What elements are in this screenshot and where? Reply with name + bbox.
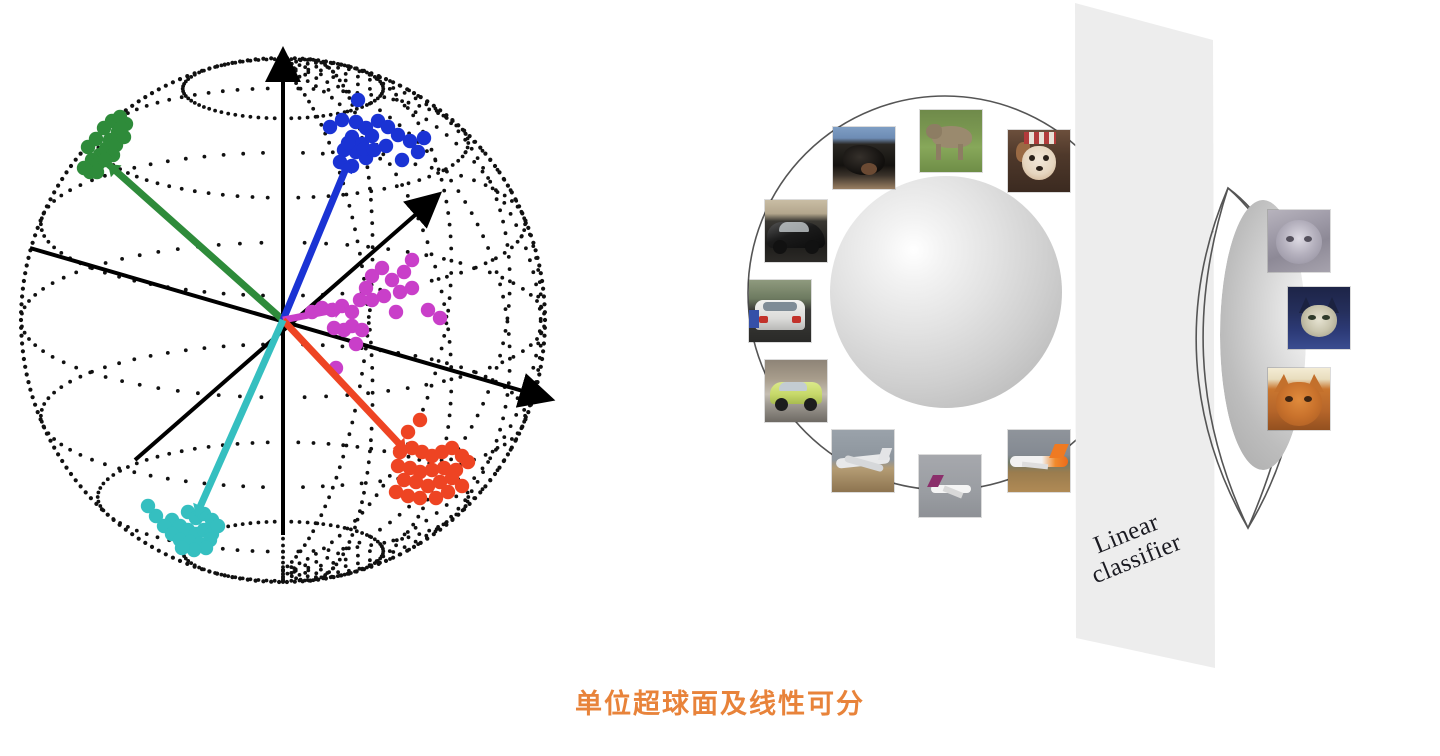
thumb-dog-jack-part-hat [1024,132,1056,144]
thumb-dog-jack-part-e1 [1029,155,1035,161]
unit-sphere-3d [830,176,1062,408]
thumb-car-white-part-gl [763,302,797,311]
points-class-cyan [140,498,226,558]
thumb-car-white-part-tr [792,316,801,323]
class-point-clusters [76,92,476,558]
unit-hypersphere-diagram [0,0,600,640]
vector-class-red [280,317,409,454]
thumb-plane-orange-part-tail [1049,444,1069,458]
thumb-dog-jack-part-f [1022,146,1056,180]
arrowhead-class-red [392,437,406,451]
cat-lens-inner-arc [1195,187,1249,529]
thumb-car-black-part-gl [779,222,809,232]
thumb-plane-orange [1008,430,1070,492]
thumb-plane-orange-part-fus [1010,456,1068,467]
linear-classifier-plane [1075,3,1215,668]
thumb-cat-gray-part-e1 [1286,236,1294,242]
thumb-cat-orange-part-e1 [1285,396,1293,402]
thumb-cat-orange [1268,368,1330,430]
vector-class-green [105,161,286,323]
sphere-linear-classifier-diagram: Linear classifier [700,0,1440,700]
thumb-car-green-part-gl [779,382,807,391]
thumb-dog-jack [1008,130,1070,192]
slide-caption: 单位超球面及线性可分 [575,689,865,719]
thumb-car-white-part-tl [759,316,768,323]
thumb-cat-orange-part-e2 [1304,396,1312,402]
hypersphere-svg [18,46,556,585]
thumb-car-black-part-w2 [805,240,819,254]
thumb-dog-black-part-n [861,163,877,175]
thumb-dog-jack-part-e2 [1043,155,1049,161]
thumb-dog-terrier-part-l2 [958,144,963,160]
thumb-car-black-part-w1 [773,240,787,254]
thumb-car-white-part-blu [749,310,759,328]
thumb-cat-orange-part-f [1276,382,1322,426]
classifier-geometry-svg [747,3,1300,668]
thumb-plane-prop [832,430,894,492]
thumb-dog-terrier-part-b [932,126,972,148]
arrowhead-class-cyan [193,502,208,516]
arrowhead-class-green [108,164,122,178]
thumb-cat-blue-part-f [1301,305,1337,337]
vector-class-cyan [192,318,287,518]
points-class-green [76,109,134,180]
thumb-dog-terrier-part-l1 [936,144,941,160]
thumb-cat-gray [1268,210,1330,272]
z-axis-depth [133,191,443,462]
arrowhead-class-magenta [332,302,345,318]
thumb-cat-blue-part-e2 [1322,315,1330,320]
thumb-dog-jack-part-ns [1036,166,1043,171]
thumb-dog-terrier-part-h [926,124,942,139]
thumb-plane-prop-part-tail [877,448,893,460]
thumb-cat-blue-part-e1 [1308,315,1316,320]
thumb-car-black [765,200,827,262]
thumb-car-green [765,360,827,422]
thumb-plane-air [919,455,981,517]
thumb-cat-blue [1288,287,1350,349]
thumb-car-green-part-w2 [804,398,817,411]
arrowhead-class-blue [337,161,353,175]
thumb-car-green-part-w1 [775,398,788,411]
points-class-blue [322,92,432,174]
thumb-cat-gray-part-e2 [1304,236,1312,242]
class-prototype-vectors [105,159,409,518]
thumb-cat-gray-part-f [1276,220,1322,264]
thumb-dog-terrier [920,110,982,172]
points-class-red [388,412,476,506]
thumb-dog-black [833,127,895,189]
vector-class-blue [279,159,353,322]
thumb-car-white [749,280,811,342]
